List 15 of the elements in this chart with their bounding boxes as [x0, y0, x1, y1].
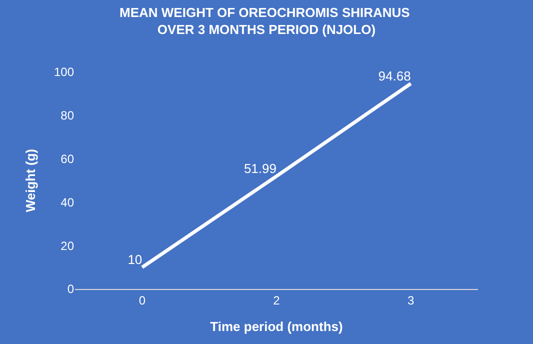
data-label: 10: [128, 252, 142, 268]
y-tick-label: 60: [60, 152, 74, 166]
chart-title: MEAN WEIGHT OF OREOCHROMIS SHIRANUS OVER 3 MONTHS PERIOD (NJOLO): [120, 5, 414, 38]
data-label: 51.99: [244, 160, 276, 176]
y-tick-label: 80: [60, 108, 74, 123]
x-tick-label: 3: [407, 293, 414, 308]
y-tick-label: 40: [60, 195, 74, 210]
x-tick-label: 0: [138, 293, 146, 308]
y-axis-title: Weight (g): [22, 148, 38, 212]
x-axis-title: Time period (months): [210, 319, 343, 334]
y-tick-label: 0: [67, 282, 74, 296]
data-label: 94.68: [378, 68, 411, 84]
x-tick-label: 2: [273, 293, 280, 308]
y-tick-label: 100: [54, 65, 74, 80]
y-tick-label: 20: [60, 238, 74, 253]
